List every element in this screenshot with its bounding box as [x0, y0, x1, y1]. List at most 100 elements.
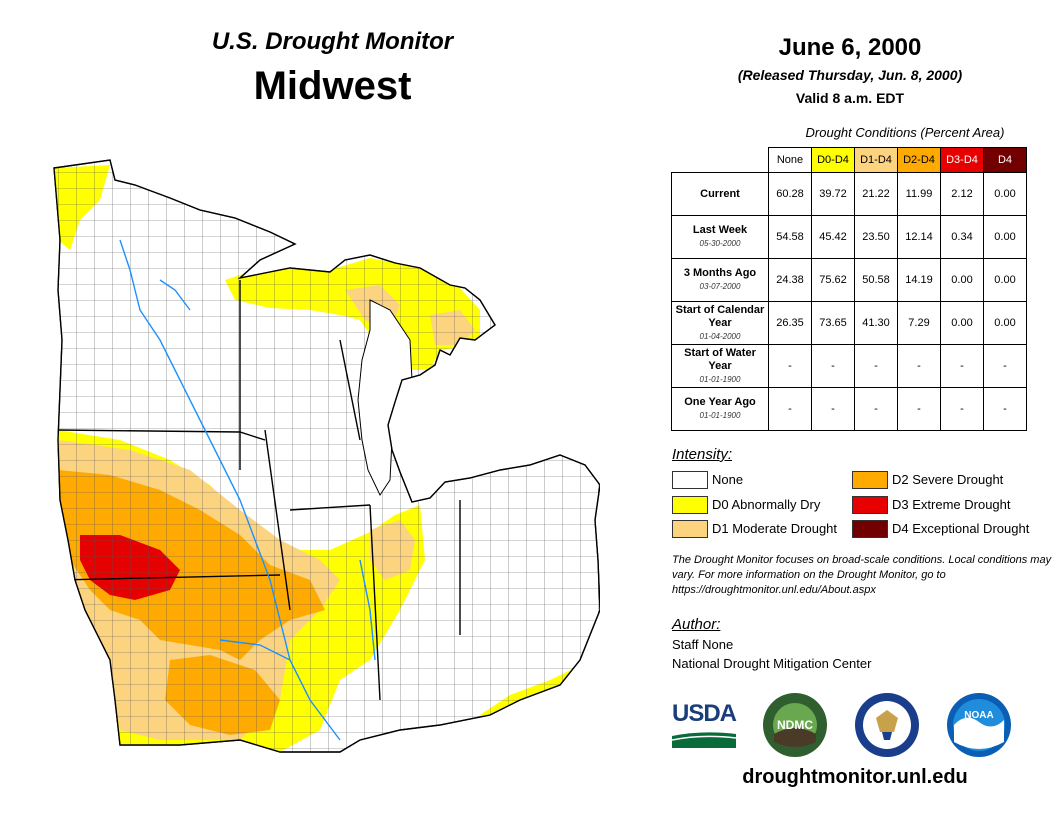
release-date: (Released Thursday, Jun. 8, 2000) [737, 67, 963, 83]
legend-label-d4: D4 Exceptional Drought [892, 521, 1030, 536]
table-row: Current 60.28 39.72 21.22 11.99 2.12 0.00 [671, 172, 1027, 216]
table-cell: 60.28 [768, 172, 812, 216]
table-cell: 0.00 [940, 258, 984, 302]
legend-label-d2: D2 Severe Drought [892, 472, 1004, 487]
legend-swatch-d2 [852, 471, 888, 489]
col-d0-d4: D0-D4 [811, 147, 855, 173]
table-row: One Year Ago 01-01-1900- - - - - - [671, 387, 1027, 431]
table-cell: 2.12 [940, 172, 984, 216]
table-cell: 0.00 [983, 258, 1027, 302]
legend-title: Intensity: [672, 446, 733, 463]
usda-logo[interactable]: USDA [671, 700, 738, 750]
table-cell: - [854, 387, 898, 431]
noaa-logo[interactable]: NOAA [946, 692, 1012, 758]
legend-label-d1: D1 Moderate Drought [712, 521, 838, 536]
lake-michigan [357, 299, 413, 497]
col-d1-d4: D1-D4 [854, 147, 898, 173]
table-cell: - [983, 344, 1027, 388]
county-grid [54, 160, 600, 752]
table-cell: - [983, 387, 1027, 431]
legend-swatch-d0 [672, 496, 708, 514]
drought-map [53, 159, 600, 753]
table-cell: 7.29 [897, 301, 941, 345]
author-heading: Author: [672, 616, 721, 633]
table-cell: 45.42 [811, 215, 855, 259]
ndmc-logo[interactable]: NDMC [762, 692, 828, 758]
usda-logo-swoosh [671, 732, 737, 748]
table-row: Start of Water Year 01-01-1900- - - - - - [671, 344, 1027, 388]
table-cell: 73.65 [811, 301, 855, 345]
table-row: Start of Calendar Year 01-04-2000 26.35 73.… [671, 301, 1027, 345]
row-label: Start of Water Year 01-01-1900 [671, 344, 769, 388]
region-title: Midwest [253, 64, 412, 108]
drought-stats-table: None D0-D4 D1-D4 D2-D4 D3-D4 D4 Current 6… [671, 147, 1027, 431]
col-d4: D4 [983, 147, 1027, 173]
table-cell: 50.58 [854, 258, 898, 302]
row-label: 3 Months Ago 03-07-2000 [671, 258, 769, 302]
legend-swatch-d1 [672, 520, 708, 538]
table-cell: 0.00 [983, 215, 1027, 259]
table-cell: 39.72 [811, 172, 855, 216]
table-cell: - [940, 344, 984, 388]
table-caption: Drought Conditions (Percent Area) [805, 125, 1005, 140]
ndmc-logo-text: NDMC [777, 718, 813, 732]
legend-label-none: None [712, 472, 744, 487]
legend-swatch-d3 [852, 496, 888, 514]
disclaimer-note: The Drought Monitor focuses on broad-sca… [672, 554, 1052, 596]
author-org: National Drought Mitigation Center [672, 656, 872, 671]
table-cell: - [897, 387, 941, 431]
commerce-seal-logo[interactable] [854, 692, 920, 758]
row-date: 05-30-2000 [699, 239, 741, 248]
row-label-text: Last Week [692, 224, 748, 236]
website-url[interactable]: droughtmonitor.unl.edu [742, 766, 968, 788]
row-label: Start of Calendar Year 01-04-2000 [671, 301, 769, 345]
table-cell: - [811, 387, 855, 431]
table-cell: 26.35 [768, 301, 812, 345]
row-label: Last Week 05-30-2000 [671, 215, 769, 259]
row-date: 01-01-1900 [699, 374, 741, 384]
noaa-logo-text: NOAA [964, 710, 993, 721]
valid-time: Valid 8 a.m. EDT [795, 90, 905, 106]
table-cell: - [768, 344, 812, 388]
col-d3-d4: D3-D4 [940, 147, 984, 173]
legend-swatch-none [672, 471, 708, 489]
row-label-text: 3 Months Ago [683, 267, 757, 279]
table-cell: - [811, 344, 855, 388]
table-cell: 23.50 [854, 215, 898, 259]
state-borders [57, 280, 461, 701]
row-label-text: One Year Ago [684, 396, 756, 408]
row-label: One Year Ago 01-01-1900 [671, 387, 769, 431]
row-label-text: Current [700, 187, 740, 200]
table-cell: 0.34 [940, 215, 984, 259]
legend-label-d3: D3 Extreme Drought [892, 497, 1011, 512]
table-cell: 12.14 [897, 215, 941, 259]
row-label-text: Start of Water Year [684, 346, 756, 372]
rivers [119, 239, 376, 741]
table-cell: 11.99 [897, 172, 941, 216]
row-date: 03-07-2000 [699, 282, 741, 291]
table-cell: 0.00 [983, 172, 1027, 216]
table-cell: 75.62 [811, 258, 855, 302]
table-header-row: None D0-D4 D1-D4 D2-D4 D3-D4 D4 [672, 147, 1027, 173]
table-cell: 0.00 [983, 301, 1027, 345]
row-label-text: Start of Calendar Year [675, 303, 765, 329]
table-cell: - [768, 387, 812, 431]
legend-swatch-d4 [852, 520, 888, 538]
monitor-title: U.S. Drought Monitor [211, 28, 454, 55]
table-cell: 0.00 [940, 301, 984, 345]
col-none: None [768, 147, 812, 173]
table-row: Last Week 05-30-2000 54.58 45.42 23.50 12.14 0… [671, 215, 1027, 259]
table-cell: 21.22 [854, 172, 898, 216]
table-cell: 41.30 [854, 301, 898, 345]
table-row: 3 Months Ago 03-07-2000 24.38 75.62 50.58 14.… [671, 258, 1027, 302]
table-cell: - [940, 387, 984, 431]
map-date: June 6, 2000 [778, 34, 922, 61]
table-cell: 14.19 [897, 258, 941, 302]
author-name: Staff None [672, 637, 734, 652]
legend-label-d0: D0 Abnormally Dry [712, 497, 821, 512]
table-cell: - [897, 344, 941, 388]
table-cell: 54.58 [768, 215, 812, 259]
table-cell: - [854, 344, 898, 388]
col-d2-d4: D2-D4 [897, 147, 941, 173]
row-label: Current [671, 172, 769, 216]
